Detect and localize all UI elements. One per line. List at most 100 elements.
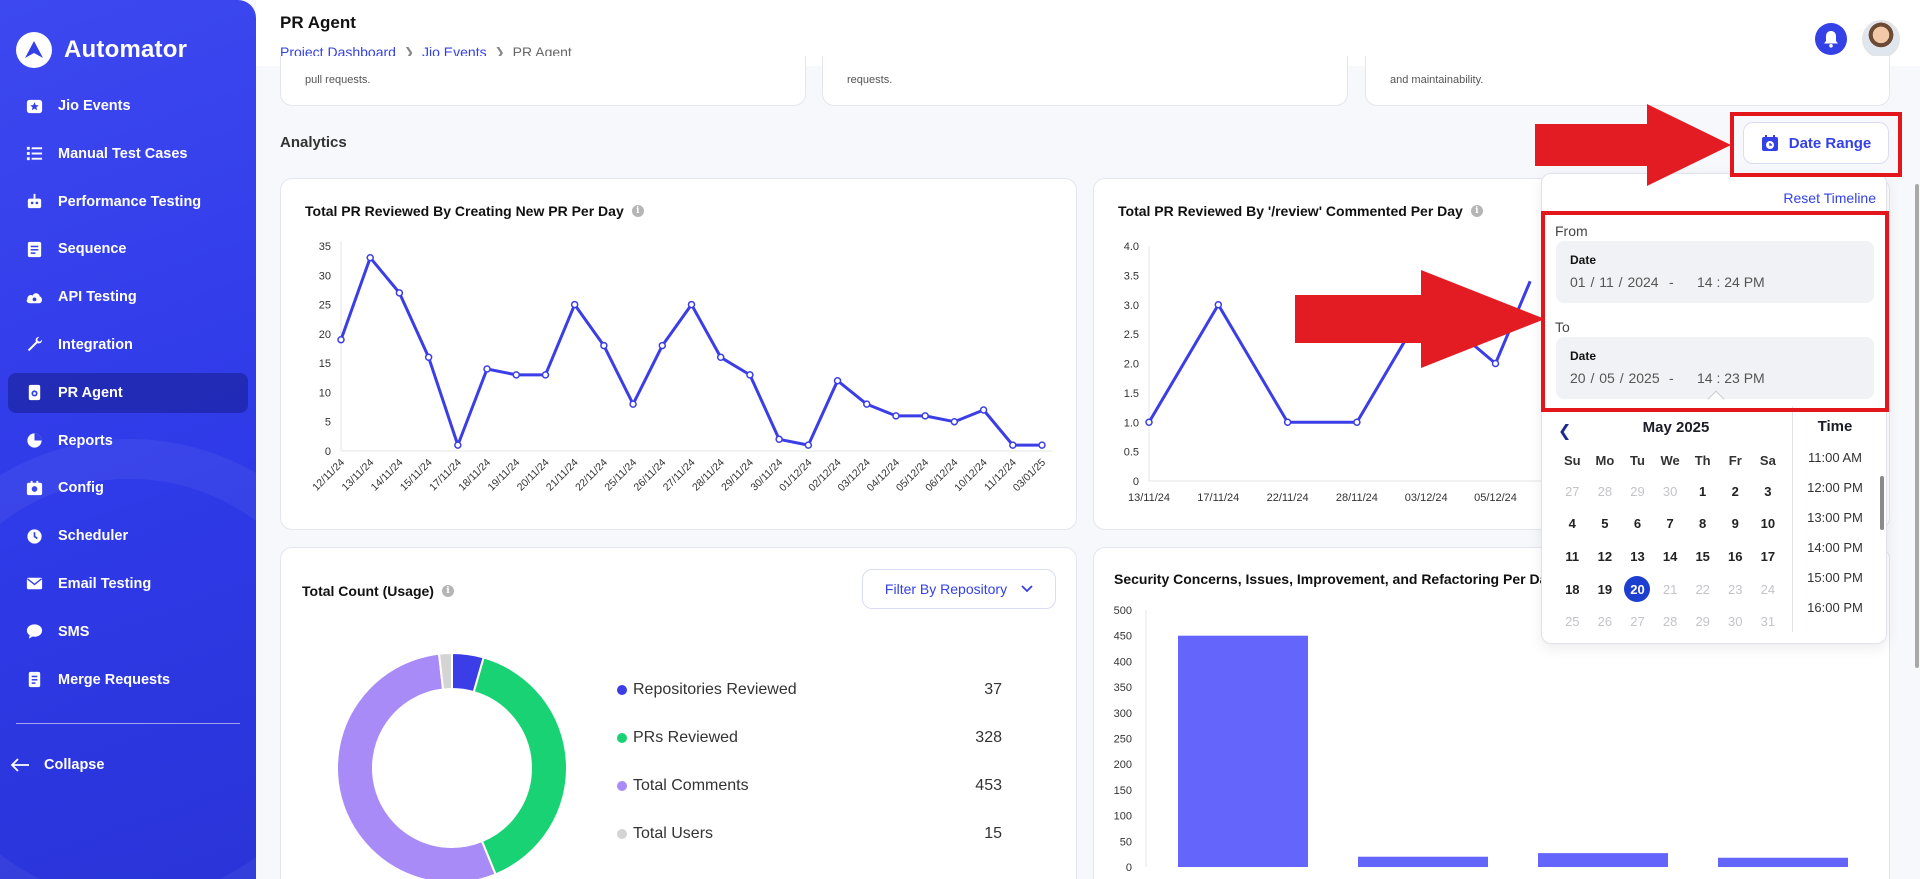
sidebar-item-sms[interactable]: SMS [8, 612, 248, 652]
data-point[interactable] [863, 400, 871, 408]
to-date-value[interactable]: 20 / 05 / 2025 [1570, 370, 1660, 386]
time-scrollbar[interactable] [1880, 476, 1884, 530]
calendar-day[interactable]: 30 [1654, 475, 1687, 508]
calendar-day[interactable]: 13 [1621, 540, 1654, 573]
calendar-day[interactable]: 16 [1719, 540, 1752, 573]
notification-bell-icon[interactable] [1815, 23, 1847, 55]
calendar-day[interactable]: 9 [1719, 508, 1752, 541]
data-point[interactable] [483, 365, 491, 373]
calendar-day[interactable]: 7 [1654, 508, 1687, 541]
sidebar-item-jio-events[interactable]: Jio Events [8, 86, 248, 126]
bar[interactable] [1718, 857, 1848, 867]
calendar-day[interactable]: 28 [1589, 475, 1622, 508]
brand[interactable]: Automator [16, 32, 187, 68]
data-point[interactable] [716, 353, 725, 362]
data-point[interactable] [746, 371, 754, 379]
data-point[interactable] [658, 341, 667, 350]
time-option[interactable]: 17:00 PM [1793, 622, 1877, 633]
donut-slice[interactable] [437, 651, 453, 691]
data-point[interactable] [395, 289, 404, 297]
calendar-day[interactable]: 21 [1654, 573, 1687, 606]
data-point[interactable] [512, 371, 520, 379]
from-date-value[interactable]: 01 / 11 / 2024 [1570, 274, 1659, 290]
calendar-day[interactable]: 22 [1686, 573, 1719, 606]
calendar-day[interactable]: 25 [1556, 605, 1589, 638]
data-point[interactable] [454, 441, 462, 449]
legend-item[interactable]: Repositories Reviewed 37 [617, 666, 1002, 714]
sidebar-item-reports[interactable]: Reports [8, 421, 248, 461]
data-point[interactable] [1009, 441, 1017, 449]
from-date-field[interactable]: Date 01 / 11 / 2024 - 14 : 24 PM [1556, 241, 1874, 303]
calendar-day[interactable]: 11 [1556, 540, 1589, 573]
data-point[interactable] [1038, 441, 1046, 449]
info-icon[interactable]: i [631, 205, 644, 217]
calendar-day[interactable]: 30 [1719, 605, 1752, 638]
data-point[interactable] [1214, 301, 1223, 309]
sidebar-item-email-testing[interactable]: Email Testing [8, 564, 248, 604]
time-option[interactable]: 14:00 PM [1807, 539, 1863, 555]
info-icon[interactable]: i [1470, 205, 1483, 217]
data-point[interactable] [921, 412, 929, 420]
time-option[interactable]: 15:00 PM [1807, 569, 1863, 585]
calendar-day[interactable]: 15 [1686, 540, 1719, 573]
calendar-day[interactable]: 27 [1556, 475, 1589, 508]
calendar-day[interactable]: 17 [1752, 540, 1785, 573]
data-point[interactable] [1145, 418, 1153, 426]
calendar-day[interactable]: 14 [1654, 540, 1687, 573]
donut-slice[interactable] [472, 656, 568, 876]
calendar-day[interactable]: 2 [1719, 475, 1752, 508]
calendar-day[interactable]: 6 [1621, 508, 1654, 541]
calendar-day[interactable]: 27 [1621, 605, 1654, 638]
calendar-day[interactable]: 26 [1589, 605, 1622, 638]
date-range-button[interactable]: Date Range [1743, 122, 1889, 164]
calendar-day[interactable]: 10 [1752, 508, 1785, 541]
data-point[interactable] [424, 353, 433, 362]
calendar-day[interactable]: 12 [1589, 540, 1622, 573]
calendar-day[interactable]: 23 [1719, 573, 1752, 606]
time-option[interactable]: 13:00 PM [1807, 509, 1863, 525]
calendar-day[interactable]: 29 [1686, 605, 1719, 638]
time-option[interactable]: 12:00 PM [1807, 479, 1863, 495]
data-point[interactable] [892, 412, 900, 420]
calendar-day[interactable]: 28 [1654, 605, 1687, 638]
time-option[interactable]: 16:00 PM [1807, 599, 1863, 615]
reset-timeline-link[interactable]: Reset Timeline [1783, 190, 1876, 206]
page-scrollbar[interactable] [1915, 184, 1919, 668]
data-point[interactable] [687, 300, 696, 309]
data-point[interactable] [950, 417, 959, 426]
data-point[interactable] [775, 435, 783, 444]
data-point[interactable] [337, 335, 345, 344]
data-point[interactable] [366, 253, 374, 262]
calendar-day[interactable]: 4 [1556, 508, 1589, 541]
bar[interactable] [1358, 856, 1488, 867]
calendar-day[interactable]: 18 [1556, 573, 1589, 606]
sidebar-item-manual-test-cases[interactable]: Manual Test Cases [8, 134, 248, 174]
calendar-day[interactable]: 24 [1752, 573, 1785, 606]
chevron-left-icon[interactable]: ❮ [1558, 423, 1572, 440]
avatar[interactable] [1862, 20, 1900, 58]
bar[interactable] [1178, 635, 1308, 867]
info-icon[interactable]: i [441, 585, 454, 597]
donut-slice[interactable] [336, 652, 497, 879]
data-point[interactable] [979, 406, 988, 414]
calendar-day[interactable]: 3 [1752, 475, 1785, 508]
filter-by-repository-button[interactable]: Filter By Repository [862, 569, 1056, 609]
legend-item[interactable]: Total Users 15 [617, 810, 1002, 858]
data-point[interactable] [600, 341, 608, 350]
data-point[interactable] [541, 371, 550, 379]
sidebar-item-performance-testing[interactable]: Performance Testing [8, 182, 248, 222]
legend-item[interactable]: Total Comments 453 [617, 762, 1002, 810]
data-point[interactable] [629, 400, 637, 408]
sidebar-item-merge-requests[interactable]: Merge Requests [8, 660, 248, 700]
data-point[interactable] [1491, 359, 1500, 368]
data-point[interactable] [570, 300, 579, 309]
to-date-field[interactable]: Date 20 / 05 / 2025 - 14 : 23 PM [1556, 337, 1874, 399]
calendar-day[interactable]: 1 [1686, 475, 1719, 508]
to-time-value[interactable]: 14 : 23 PM [1697, 370, 1765, 386]
data-point[interactable] [804, 441, 813, 449]
collapse-button[interactable]: Collapse [10, 757, 104, 773]
calendar-day[interactable]: 5 [1589, 508, 1622, 541]
sidebar-item-api-testing[interactable]: API Testing [8, 277, 248, 317]
time-option[interactable]: 11:00 AM [1808, 449, 1862, 465]
sidebar-item-config[interactable]: Config [8, 468, 248, 508]
